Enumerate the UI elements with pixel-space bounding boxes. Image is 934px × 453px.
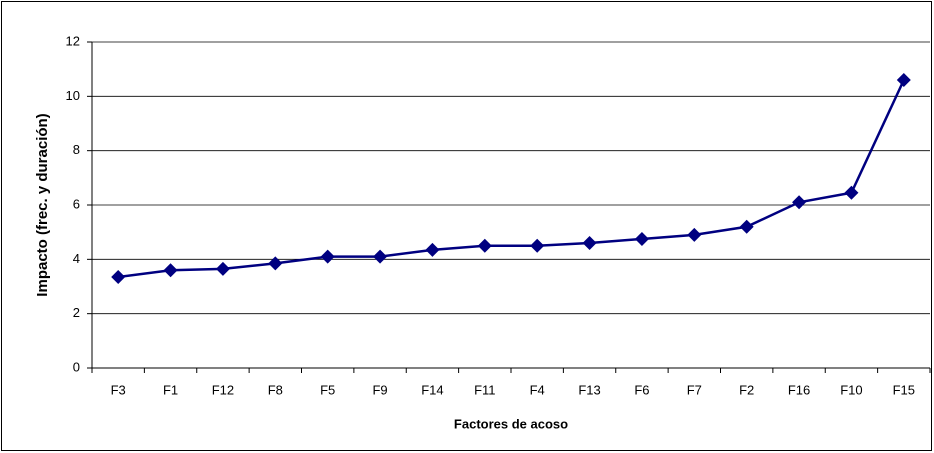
- data-point: [477, 238, 492, 253]
- data-point: [530, 238, 545, 253]
- x-tick-label: F1: [163, 382, 178, 397]
- data-point: [792, 195, 807, 210]
- y-tick-label: 10: [66, 88, 80, 103]
- data-point: [163, 263, 178, 278]
- data-point: [320, 249, 335, 264]
- x-tick-label: F3: [111, 382, 126, 397]
- data-point: [844, 185, 859, 200]
- x-tick-label: F6: [634, 382, 649, 397]
- y-tick-label: 0: [73, 359, 80, 374]
- data-point: [268, 256, 283, 271]
- y-tick-label: 4: [73, 251, 80, 266]
- data-point: [425, 242, 440, 257]
- x-tick-label: F8: [268, 382, 283, 397]
- data-point: [634, 231, 649, 246]
- data-point: [373, 249, 388, 264]
- y-tick-label: 6: [73, 196, 80, 211]
- y-tick-label: 2: [73, 305, 80, 320]
- data-point: [582, 236, 597, 251]
- x-tick-label: F4: [530, 382, 545, 397]
- data-point: [111, 269, 126, 284]
- data-point: [739, 219, 754, 234]
- x-tick-label: F16: [788, 382, 810, 397]
- x-tick-label: F9: [372, 382, 387, 397]
- data-point: [215, 261, 230, 276]
- data-line: [118, 79, 905, 279]
- x-tick-label: F14: [421, 382, 443, 397]
- y-tick-label: 8: [73, 142, 80, 157]
- x-tick-label: F12: [212, 382, 234, 397]
- x-tick-label: F5: [320, 382, 335, 397]
- data-point: [687, 227, 702, 242]
- x-tick-label: F11: [474, 382, 495, 397]
- y-tick-label: 12: [66, 33, 80, 48]
- x-tick-label: F2: [739, 382, 754, 397]
- x-axis-label: Factores de acoso: [454, 416, 568, 431]
- y-axis-label: Impacto (frec. y duración): [34, 113, 51, 296]
- x-tick-label: F10: [840, 382, 862, 397]
- data-point: [896, 73, 911, 88]
- x-tick-label: F15: [893, 382, 915, 397]
- x-tick-label: F13: [578, 382, 600, 397]
- x-tick-label: F7: [687, 382, 702, 397]
